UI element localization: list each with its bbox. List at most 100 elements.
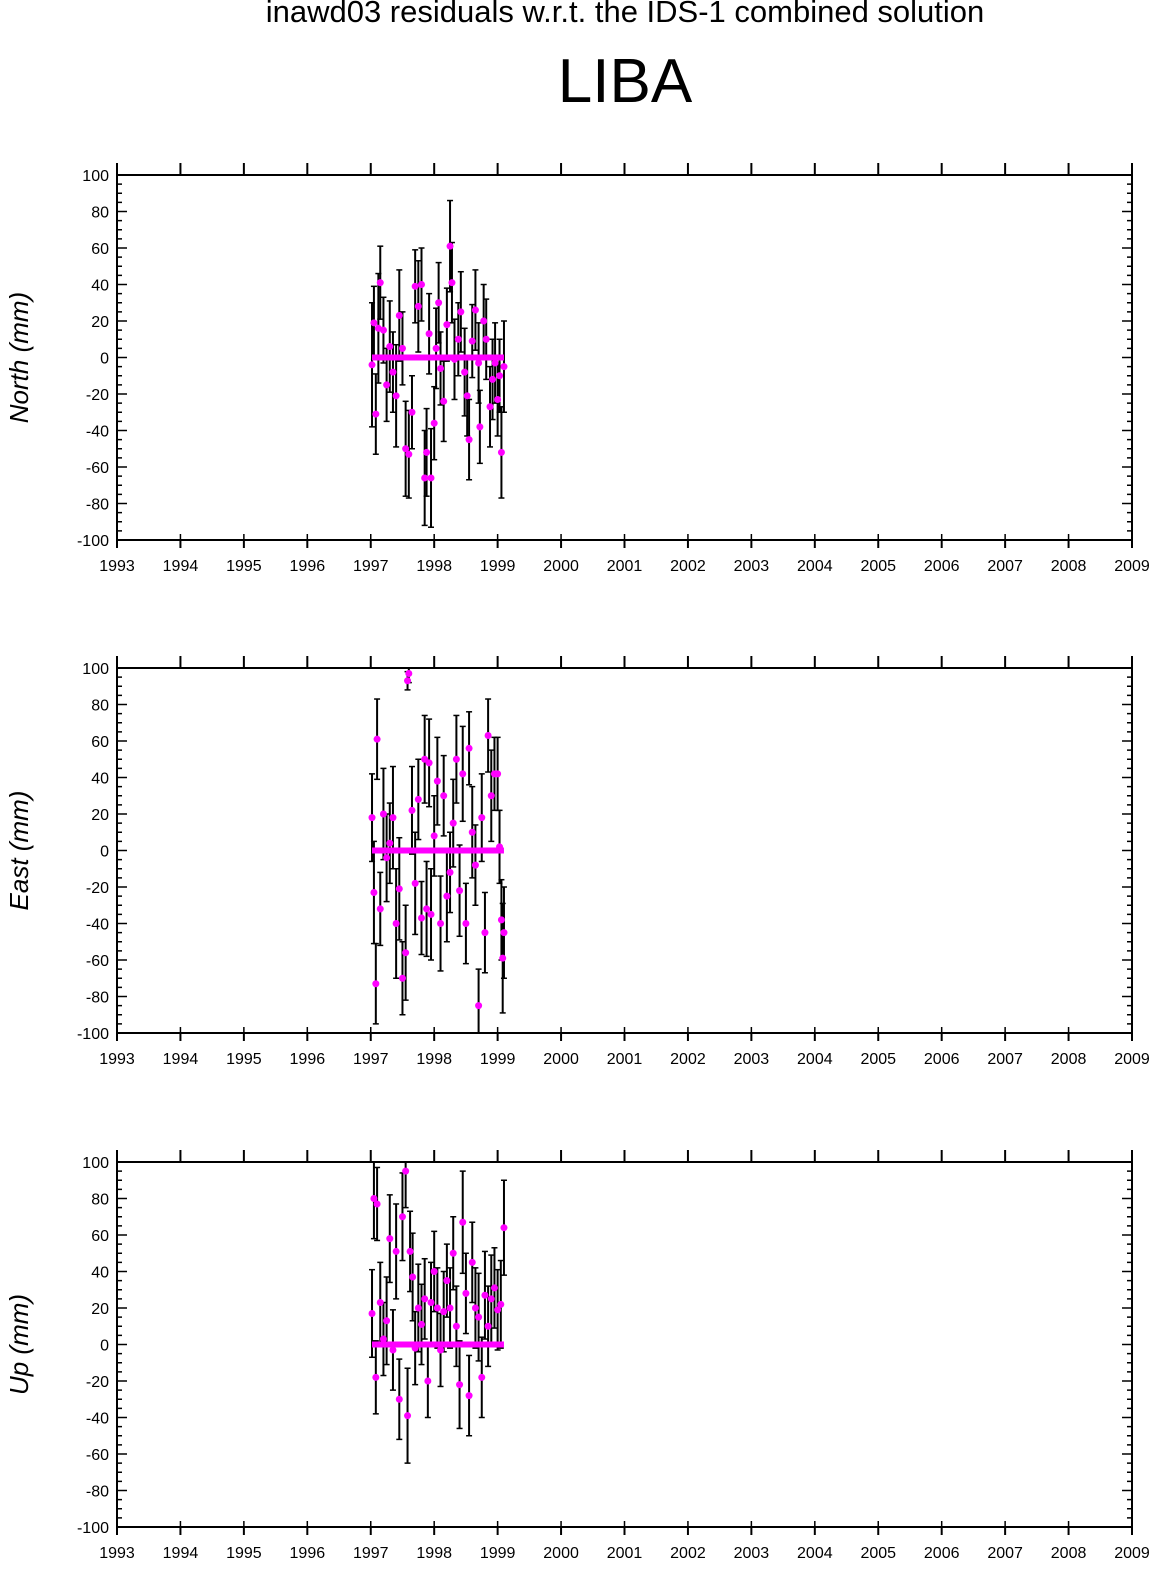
y-tick-label: 0 — [100, 1338, 109, 1355]
data-point — [386, 343, 394, 351]
x-tick-label: 1999 — [480, 558, 516, 575]
y-tick-label: 60 — [91, 241, 109, 258]
data-point — [494, 395, 502, 403]
data-point — [471, 1304, 479, 1312]
y-tick-label: 40 — [91, 1265, 109, 1282]
data-point — [392, 920, 400, 927]
data-point — [489, 375, 497, 383]
data-point — [411, 879, 419, 887]
data-point — [427, 910, 435, 918]
data-point — [398, 974, 406, 982]
x-tick-label: 2003 — [734, 1051, 770, 1068]
x-tick-label: 2003 — [734, 1545, 770, 1562]
data-point — [475, 359, 483, 367]
data-point — [437, 920, 445, 927]
y-tick-label: 40 — [91, 278, 109, 295]
x-tick-label: 2007 — [987, 558, 1023, 575]
x-tick-label: 2009 — [1114, 1051, 1150, 1068]
x-tick-label: 2004 — [797, 1545, 833, 1562]
x-tick-label: 1997 — [353, 558, 389, 575]
data-point — [500, 1224, 508, 1232]
data-point — [427, 474, 435, 482]
x-tick-label: 2004 — [797, 558, 833, 575]
x-tick-label: 2005 — [860, 1545, 896, 1562]
x-tick-label: 1993 — [99, 558, 135, 575]
data-point — [402, 445, 410, 453]
y-tick-label: -40 — [86, 424, 109, 441]
data-point — [372, 410, 380, 418]
x-tick-label: 2006 — [924, 1051, 960, 1068]
x-tick-label: 1994 — [163, 1545, 199, 1562]
data-point — [476, 423, 484, 431]
data-point — [395, 885, 403, 893]
x-tick-label: 1995 — [226, 558, 262, 575]
x-tick-label: 2006 — [924, 1545, 960, 1562]
data-point — [373, 1200, 381, 1208]
data-point — [459, 1218, 467, 1226]
data-point — [373, 735, 381, 743]
data-point — [494, 1306, 502, 1314]
x-tick-label: 1997 — [353, 1545, 389, 1562]
x-tick-label: 2001 — [607, 1545, 643, 1562]
x-tick-label: 1999 — [480, 1545, 516, 1562]
y-tick-label: 20 — [91, 807, 109, 824]
data-point — [424, 1377, 432, 1385]
data-point — [484, 1322, 492, 1330]
data-point — [475, 1313, 483, 1321]
data-point — [418, 281, 425, 288]
data-point — [500, 363, 508, 371]
data-point — [494, 770, 502, 778]
data-point — [461, 368, 469, 376]
data-point — [487, 1295, 495, 1303]
data-point — [500, 929, 508, 937]
data-point — [497, 916, 505, 924]
data-point — [411, 282, 419, 290]
data-point — [398, 1213, 406, 1221]
x-tick-label: 1995 — [226, 1545, 262, 1562]
data-point — [386, 1235, 394, 1243]
y-tick-label: 100 — [82, 661, 109, 678]
data-point — [405, 450, 413, 458]
x-tick-label: 1996 — [290, 558, 326, 575]
plot-frame-up — [116, 1161, 1133, 1528]
data-point — [418, 914, 425, 922]
y-tick-label: -20 — [86, 1374, 109, 1391]
data-point — [379, 1335, 387, 1343]
x-tick-label: 1998 — [416, 558, 452, 575]
data-point — [408, 806, 416, 814]
data-point — [435, 299, 443, 307]
data-point — [475, 1002, 483, 1010]
data-point — [443, 892, 451, 900]
data-point — [440, 397, 448, 405]
data-point — [440, 792, 448, 800]
data-point — [414, 1304, 422, 1312]
data-point — [465, 436, 473, 444]
data-point — [402, 949, 410, 957]
data-point — [463, 392, 471, 400]
data-point — [386, 839, 394, 847]
y-tick-label: -60 — [86, 953, 109, 970]
y-tick-label: 60 — [91, 1228, 109, 1245]
y-tick-label: -80 — [86, 990, 109, 1007]
data-point — [433, 777, 441, 785]
y-axis-label-north: North (mm) — [4, 292, 34, 423]
data-point — [368, 814, 376, 822]
data-point — [471, 861, 479, 869]
data-point — [456, 887, 464, 895]
x-tick-label: 2008 — [1051, 558, 1087, 575]
x-tick-label: 1999 — [480, 1051, 516, 1068]
data-point — [376, 905, 384, 913]
data-point — [496, 843, 504, 851]
data-point — [430, 832, 438, 840]
data-point — [370, 888, 378, 896]
data-point — [486, 403, 494, 411]
y-tick-label: -80 — [86, 497, 109, 514]
data-point — [497, 1300, 505, 1308]
x-tick-label: 1994 — [163, 1051, 199, 1068]
y-tick-label: -100 — [77, 1520, 109, 1537]
data-point — [383, 381, 391, 389]
y-tick-label: -60 — [86, 460, 109, 477]
data-point — [446, 1304, 454, 1312]
x-tick-label: 2007 — [987, 1545, 1023, 1562]
